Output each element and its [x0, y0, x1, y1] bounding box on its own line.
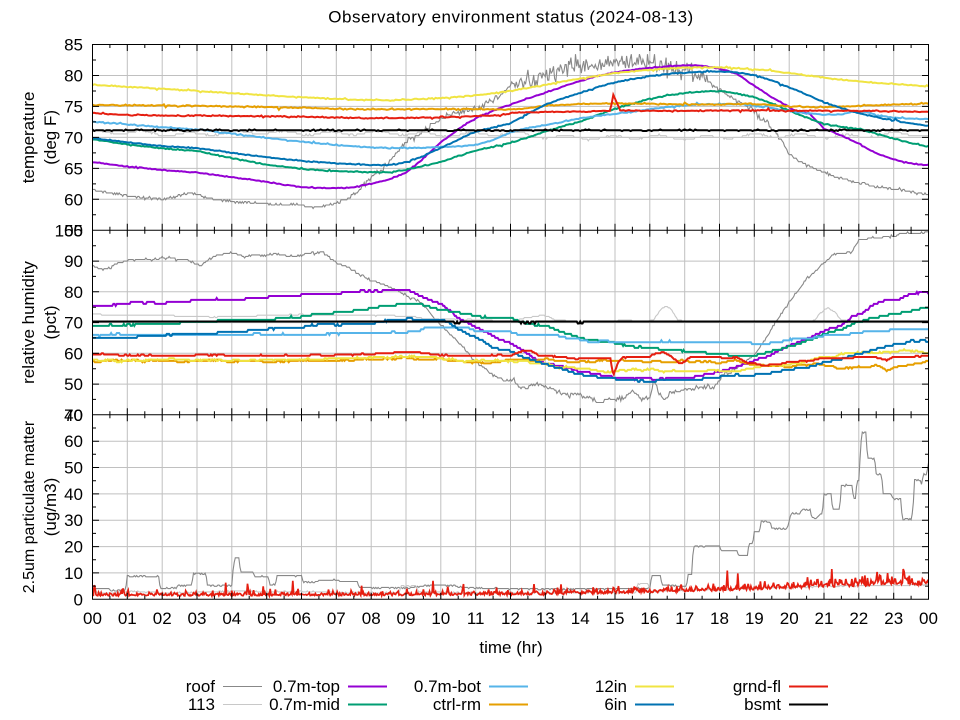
svg-text:13: 13	[536, 609, 555, 628]
svg-text:100: 100	[55, 221, 83, 240]
svg-text:Observatory environment status: Observatory environment status (2024-08-…	[328, 8, 693, 27]
svg-text:0: 0	[74, 590, 83, 609]
svg-text:20: 20	[64, 538, 83, 557]
svg-text:55: 55	[64, 221, 83, 240]
svg-text:65: 65	[64, 159, 83, 178]
svg-text:17: 17	[675, 609, 694, 628]
svg-text:14: 14	[571, 609, 590, 628]
svg-text:80: 80	[64, 67, 83, 86]
svg-text:50: 50	[64, 375, 83, 394]
svg-text:07: 07	[327, 609, 346, 628]
svg-text:grnd-fl: grnd-fl	[733, 677, 781, 696]
svg-text:60: 60	[64, 344, 83, 363]
svg-text:08: 08	[362, 609, 381, 628]
svg-text:00: 00	[83, 609, 102, 628]
svg-text:10: 10	[431, 609, 450, 628]
svg-text:80: 80	[64, 283, 83, 302]
svg-text:relative humidity: relative humidity	[19, 261, 38, 384]
svg-text:23: 23	[884, 609, 903, 628]
svg-text:60: 60	[64, 190, 83, 209]
svg-text:(deg F): (deg F)	[41, 110, 60, 165]
svg-text:02: 02	[153, 609, 172, 628]
svg-text:2.5um particulate matter: 2.5um particulate matter	[21, 420, 38, 593]
svg-text:01: 01	[118, 609, 137, 628]
svg-text:0.7m-bot: 0.7m-bot	[414, 677, 481, 696]
svg-text:30: 30	[64, 511, 83, 530]
svg-text:20: 20	[780, 609, 799, 628]
svg-text:11: 11	[467, 609, 485, 628]
svg-text:50: 50	[64, 459, 83, 478]
svg-text:40: 40	[64, 485, 83, 504]
svg-text:00: 00	[919, 609, 938, 628]
svg-text:18: 18	[710, 609, 729, 628]
svg-text:temperature: temperature	[19, 92, 38, 184]
svg-text:15: 15	[606, 609, 625, 628]
svg-text:roof: roof	[186, 677, 216, 696]
svg-text:(pct): (pct)	[41, 306, 60, 340]
svg-text:70: 70	[64, 406, 83, 425]
svg-text:12in: 12in	[595, 677, 627, 696]
svg-text:90: 90	[64, 252, 83, 271]
svg-text:16: 16	[640, 609, 659, 628]
svg-text:time (hr): time (hr)	[479, 638, 542, 657]
svg-text:21: 21	[815, 609, 834, 628]
svg-text:6in: 6in	[604, 695, 627, 714]
svg-text:03: 03	[188, 609, 207, 628]
svg-text:22: 22	[849, 609, 868, 628]
svg-text:0.7m-top: 0.7m-top	[273, 677, 340, 696]
svg-text:12: 12	[501, 609, 520, 628]
svg-text:09: 09	[397, 609, 416, 628]
svg-text:(ug/m3): (ug/m3)	[41, 478, 60, 537]
svg-text:70: 70	[64, 128, 83, 147]
svg-text:60: 60	[64, 432, 83, 451]
svg-text:40: 40	[64, 406, 83, 425]
svg-text:05: 05	[257, 609, 276, 628]
svg-text:85: 85	[64, 36, 83, 55]
svg-text:bsmt: bsmt	[744, 695, 781, 714]
svg-text:70: 70	[64, 314, 83, 333]
svg-text:10: 10	[64, 564, 83, 583]
svg-text:113: 113	[188, 695, 215, 714]
svg-text:75: 75	[64, 97, 83, 116]
svg-text:19: 19	[745, 609, 764, 628]
svg-text:0.7m-mid: 0.7m-mid	[269, 695, 340, 714]
svg-text:06: 06	[292, 609, 311, 628]
svg-text:04: 04	[222, 609, 241, 628]
svg-text:ctrl-rm: ctrl-rm	[433, 695, 481, 714]
